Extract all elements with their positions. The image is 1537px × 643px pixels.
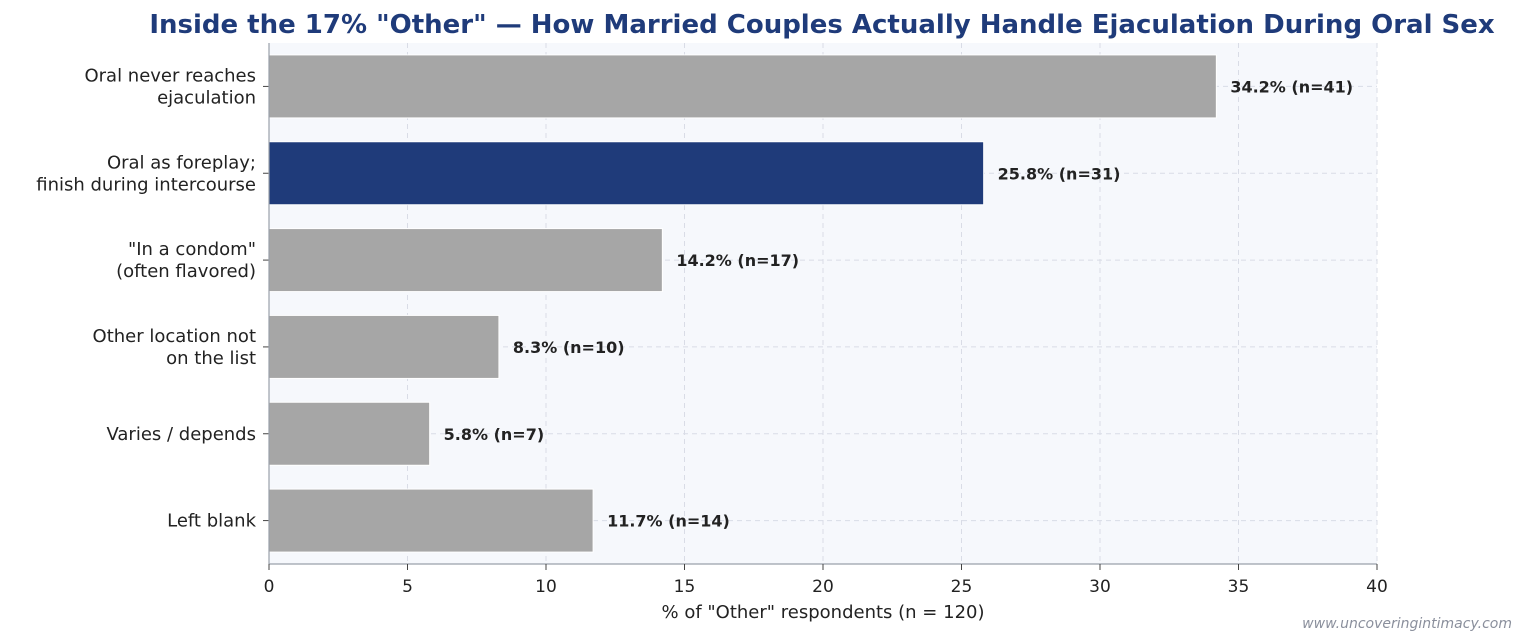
x-tick-label: 10: [535, 577, 557, 597]
data-label: 5.8% (n=7): [444, 425, 545, 444]
x-tick-label: 40: [1366, 577, 1388, 597]
x-axis: 0 5 10 15 20 25 30 35 40: [264, 563, 1388, 597]
data-labels: 34.2% (n=41) 25.8% (n=31) 14.2% (n=17) 8.3%…: [444, 77, 1353, 530]
bar: [268, 228, 663, 293]
x-tick-label: 5: [402, 577, 413, 597]
bar: [268, 488, 594, 553]
bar: [268, 54, 1217, 119]
category-label: Other location not on the list: [93, 326, 256, 369]
chart-title: Inside the 17% "Other" — How Married Cou…: [149, 10, 1495, 40]
category-label: Oral as foreplay; finish during intercour…: [36, 152, 256, 195]
data-label: 25.8% (n=31): [998, 164, 1121, 183]
x-axis-label: % of "Other" respondents (n = 120): [662, 602, 985, 623]
data-label: 8.3% (n=10): [513, 338, 625, 357]
data-label: 14.2% (n=17): [676, 251, 799, 270]
x-tick-label: 0: [264, 577, 275, 597]
bars: [268, 54, 1217, 553]
watermark: www.uncoveringintimacy.com: [1302, 616, 1512, 632]
bar: [268, 401, 431, 466]
category-label: Left blank: [167, 511, 256, 532]
bar: [268, 314, 500, 379]
x-tick-label: 15: [674, 577, 696, 597]
bar: [268, 141, 985, 206]
x-tick-label: 20: [812, 577, 834, 597]
category-label: Varies / depends: [106, 424, 256, 445]
x-tick-label: 25: [951, 577, 973, 597]
data-label: 34.2% (n=41): [1230, 77, 1353, 96]
category-label: "In a condom" (often flavored): [116, 239, 256, 282]
data-label: 11.7% (n=14): [607, 512, 730, 531]
category-labels: Oral never reaches ejaculation Oral as for…: [36, 65, 256, 531]
category-label: Oral never reaches ejaculation: [84, 65, 256, 108]
x-tick-label: 30: [1089, 577, 1111, 597]
x-tick-label: 35: [1228, 577, 1250, 597]
y-axis: [263, 43, 270, 564]
